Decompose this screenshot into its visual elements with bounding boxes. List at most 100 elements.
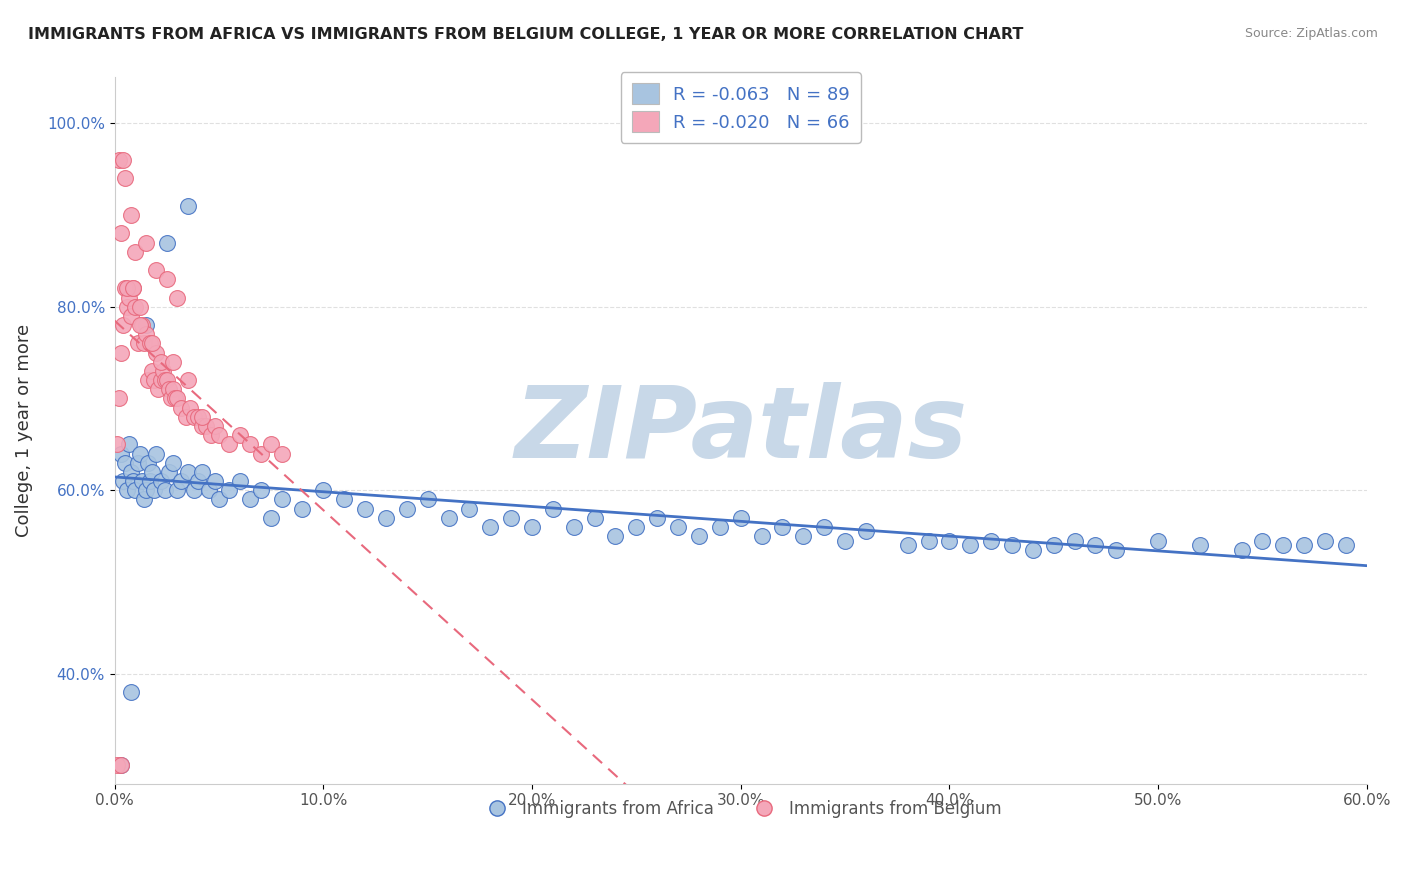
- Point: [115, 300, 138, 314]
- Point: [122, 474, 145, 488]
- Point: [688, 529, 710, 543]
- Point: [165, 392, 187, 406]
- Point: [354, 501, 377, 516]
- Point: [143, 483, 166, 498]
- Point: [479, 520, 502, 534]
- Point: [1188, 538, 1211, 552]
- Point: [135, 318, 157, 332]
- Point: [260, 510, 283, 524]
- Point: [270, 446, 292, 460]
- Point: [162, 382, 184, 396]
- Point: [239, 492, 262, 507]
- Point: [135, 235, 157, 250]
- Point: [1294, 538, 1316, 552]
- Point: [183, 409, 205, 424]
- Point: [562, 520, 585, 534]
- Point: [128, 300, 150, 314]
- Point: [115, 281, 138, 295]
- Point: [291, 501, 314, 516]
- Text: Source: ZipAtlas.com: Source: ZipAtlas.com: [1244, 27, 1378, 40]
- Point: [179, 401, 201, 415]
- Point: [187, 409, 209, 424]
- Point: [114, 171, 136, 186]
- Point: [162, 355, 184, 369]
- Point: [107, 392, 129, 406]
- Point: [191, 419, 214, 434]
- Point: [132, 336, 155, 351]
- Point: [626, 520, 648, 534]
- Point: [111, 318, 134, 332]
- Point: [333, 492, 356, 507]
- Text: IMMIGRANTS FROM AFRICA VS IMMIGRANTS FROM BELGIUM COLLEGE, 1 YEAR OR MORE CORREL: IMMIGRANTS FROM AFRICA VS IMMIGRANTS FRO…: [28, 27, 1024, 42]
- Point: [187, 474, 209, 488]
- Point: [166, 392, 188, 406]
- Point: [127, 456, 149, 470]
- Point: [110, 758, 132, 772]
- Point: [249, 446, 271, 460]
- Point: [176, 199, 198, 213]
- Point: [416, 492, 439, 507]
- Point: [176, 465, 198, 479]
- Point: [1001, 538, 1024, 552]
- Point: [770, 520, 793, 534]
- Point: [605, 529, 627, 543]
- Point: [204, 474, 226, 488]
- Point: [1230, 542, 1253, 557]
- Point: [1042, 538, 1064, 552]
- Point: [197, 483, 219, 498]
- Point: [141, 336, 163, 351]
- Point: [110, 446, 132, 460]
- Point: [135, 327, 157, 342]
- Point: [145, 446, 167, 460]
- Point: [917, 533, 939, 548]
- Point: [395, 501, 418, 516]
- Point: [136, 456, 159, 470]
- Point: [132, 492, 155, 507]
- Point: [218, 483, 240, 498]
- Point: [166, 291, 188, 305]
- Point: [111, 474, 134, 488]
- Point: [174, 409, 197, 424]
- Point: [148, 382, 170, 396]
- Point: [149, 474, 172, 488]
- Point: [204, 419, 226, 434]
- Point: [107, 153, 129, 167]
- Point: [120, 685, 142, 699]
- Point: [124, 244, 146, 259]
- Point: [501, 510, 523, 524]
- Point: [120, 309, 142, 323]
- Point: [437, 510, 460, 524]
- Point: [114, 281, 136, 295]
- Point: [1063, 533, 1085, 548]
- Point: [645, 510, 668, 524]
- Point: [751, 529, 773, 543]
- Point: [120, 208, 142, 222]
- Point: [136, 373, 159, 387]
- Point: [938, 533, 960, 548]
- Point: [176, 373, 198, 387]
- Point: [141, 364, 163, 378]
- Point: [131, 474, 153, 488]
- Point: [1022, 542, 1045, 557]
- Point: [110, 758, 132, 772]
- Point: [183, 483, 205, 498]
- Point: [170, 401, 193, 415]
- Point: [115, 483, 138, 498]
- Point: [1084, 538, 1107, 552]
- Point: [1334, 538, 1357, 552]
- Point: [122, 281, 145, 295]
- Point: [191, 465, 214, 479]
- Point: [541, 501, 564, 516]
- Point: [229, 428, 252, 442]
- Point: [458, 501, 481, 516]
- Point: [128, 446, 150, 460]
- Point: [135, 483, 157, 498]
- Point: [110, 227, 132, 241]
- Point: [583, 510, 606, 524]
- Point: [105, 758, 128, 772]
- Point: [157, 465, 180, 479]
- Point: [124, 483, 146, 498]
- Point: [145, 263, 167, 277]
- Point: [709, 520, 731, 534]
- Point: [959, 538, 981, 552]
